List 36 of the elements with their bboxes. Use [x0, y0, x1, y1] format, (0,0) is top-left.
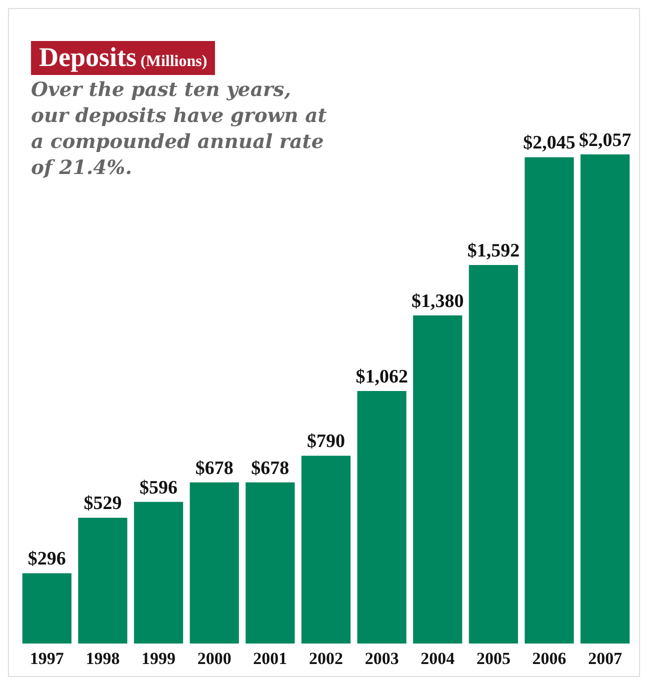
data-label: $678 — [251, 458, 290, 479]
chart-title: Deposits — [39, 42, 137, 72]
x-tick-label: 2004 — [420, 649, 456, 668]
data-label: $296 — [28, 548, 66, 570]
x-tick-label: 2000 — [197, 649, 232, 668]
data-label: $529 — [84, 493, 122, 514]
bar — [580, 154, 630, 644]
data-label: $678 — [195, 458, 234, 479]
bar — [468, 264, 518, 644]
bar — [246, 482, 295, 644]
data-label: $1,062 — [356, 366, 408, 388]
bar — [22, 573, 72, 644]
x-tick-label: 2006 — [532, 649, 566, 668]
data-label: $596 — [140, 477, 178, 498]
bar — [78, 518, 128, 644]
data-label: $1,380 — [412, 290, 464, 312]
bar — [134, 502, 184, 644]
annotation: Over the past ten years, our deposits have grown at a compounded annual rate of 21.4%. — [31, 77, 328, 181]
x-tick-label: 1997 — [30, 649, 64, 668]
data-label: $1,592 — [467, 240, 520, 262]
data-label: $2,045 — [523, 132, 576, 154]
bar — [413, 315, 462, 644]
x-tick-label: 2007 — [588, 649, 623, 668]
x-tick-label: 1998 — [86, 649, 120, 668]
x-tick-label: 2005 — [476, 649, 510, 668]
x-tick-label: 2002 — [309, 649, 343, 668]
bar — [190, 482, 239, 644]
data-label: $790 — [307, 431, 345, 452]
x-tick-label: 2001 — [253, 649, 288, 668]
chart-subtitle: (Millions) — [140, 53, 208, 70]
bar — [301, 456, 351, 644]
bar — [524, 157, 574, 644]
bar — [357, 391, 406, 644]
data-label: $2,057 — [578, 130, 632, 151]
x-tick-label: 1999 — [142, 649, 176, 668]
x-tick-label: 2003 — [364, 649, 399, 668]
